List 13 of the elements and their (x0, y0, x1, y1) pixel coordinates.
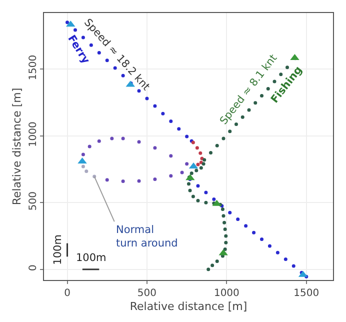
y-tick-label: 1500 (28, 54, 39, 80)
x-tick-label: 1000 (214, 288, 240, 299)
annotation: 100m (52, 234, 64, 265)
annotation: 100m (76, 252, 106, 264)
y-axis-title: Relative distance [m] (10, 88, 24, 206)
x-tick-label: 500 (137, 288, 157, 299)
x-axis-title: Relative distance [m] (130, 300, 248, 314)
y-tick-label: 500 (28, 192, 39, 211)
x-tick-label: 0 (64, 288, 70, 299)
y-tick-label: 1000 (28, 122, 39, 148)
y-tick-label: 0 (28, 264, 39, 272)
x-tick-label: 1500 (294, 288, 320, 299)
annotation: Normal turn around (116, 224, 178, 250)
